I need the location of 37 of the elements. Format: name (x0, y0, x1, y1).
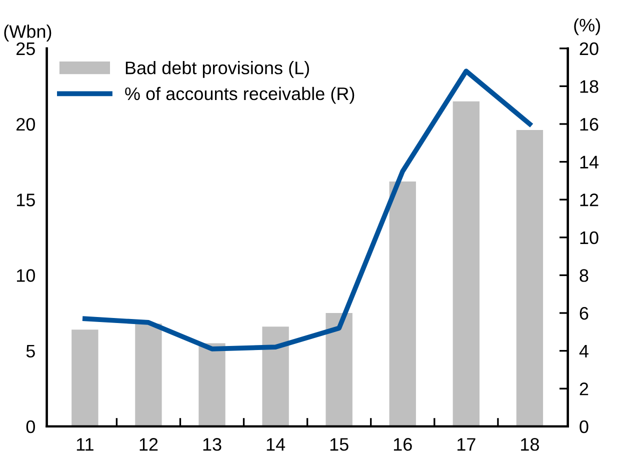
legend-label: % of accounts receivable (R) (125, 86, 354, 104)
y2-axis-title: (%) (574, 18, 600, 36)
bar (135, 324, 162, 426)
y2-tick-label: 0 (580, 420, 588, 434)
y2-tick-label: 6 (580, 306, 588, 320)
y2-tick-label: 10 (580, 231, 598, 244)
bar (516, 130, 544, 426)
y-tick-label: 10 (16, 269, 35, 282)
x-tick-label: 17 (458, 438, 476, 451)
legend-label: Bad debt provisions (L) (126, 61, 309, 78)
bar (452, 101, 480, 426)
x-tick-label: 11 (76, 438, 94, 451)
y2-tick-label: 4 (579, 344, 588, 358)
x-tick-label: 18 (521, 438, 539, 451)
bar (389, 181, 416, 426)
bar (262, 326, 289, 426)
y-tick-label: 5 (26, 344, 35, 358)
x-tick-label: 13 (203, 438, 222, 451)
y2-tick-label: 2 (580, 382, 588, 396)
bar (326, 313, 352, 426)
y2-tick-label: 18 (580, 80, 598, 93)
y-tick-label: 0 (26, 420, 35, 434)
x-tick-label: 14 (266, 438, 286, 451)
y2-tick-label: 16 (580, 118, 598, 131)
y-axis-title: (Wbn) (4, 24, 52, 42)
y-tick-label: 15 (16, 194, 35, 206)
y2-tick-label: 12 (580, 194, 598, 206)
y-tick-label: 20 (16, 118, 35, 131)
y2-tick-label: 20 (580, 42, 598, 56)
y2-tick-label: 8 (580, 269, 588, 282)
y2-tick-label: 14 (580, 156, 599, 168)
x-tick-label: 15 (330, 438, 348, 451)
y-tick-label: 25 (16, 42, 35, 56)
bar (198, 343, 226, 426)
x-tick-label: 16 (394, 438, 412, 451)
x-tick-label: 12 (140, 438, 158, 451)
bar (72, 330, 98, 426)
